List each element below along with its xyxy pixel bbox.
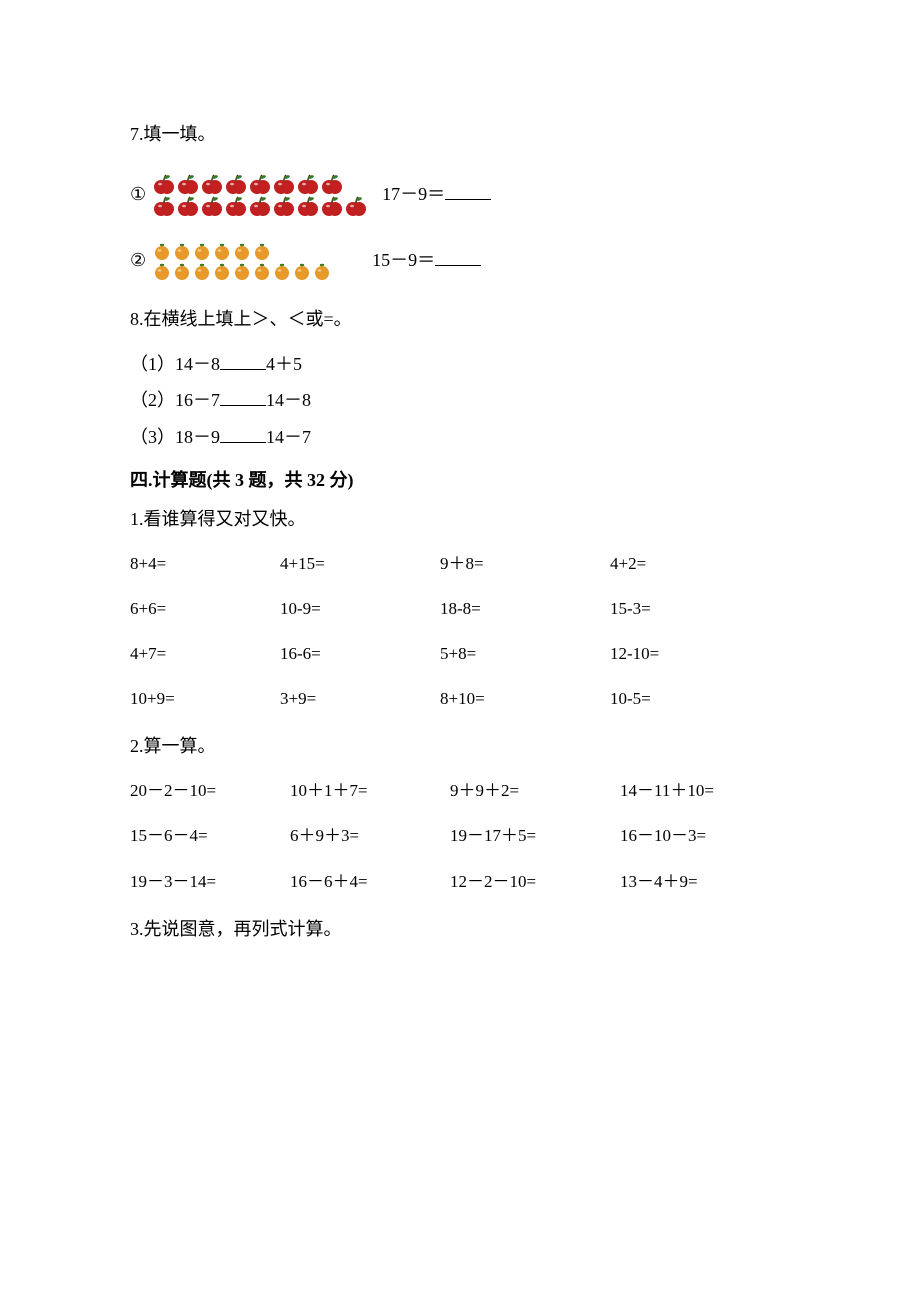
calc-cell: 10＋1＋7= [290,777,450,804]
blank [220,424,266,443]
fruit-row [152,241,332,261]
orange-icon [252,261,272,281]
calc-cell: 20－2－10= [130,777,290,804]
orange-icon [292,261,312,281]
calc-cell: 9＋8= [440,550,610,577]
fruit-row [152,173,368,195]
orange-icon [152,261,172,281]
apple-icon [152,173,176,195]
q8-items: （1）14－84＋5 （2）16－714－8 （3）18－914－7 [130,350,790,452]
orange-icon [272,261,292,281]
calc-cell: 4+15= [280,550,440,577]
apple-icon [272,173,296,195]
q7-item2-expr: 15－9＝ [372,246,481,275]
calc-cell: 8+4= [130,550,280,577]
worksheet-page: 7.填一填。 ① [0,0,920,1019]
sec4-q1-title: 1.看谁算得又对又快。 [130,505,790,534]
calc-cell: 6+6= [130,595,280,622]
apple-icon [296,195,320,217]
orange-icon [312,261,332,281]
section4-head: 四.计算题(共 3 题，共 32 分) [130,466,790,495]
calc-cell: 16－10－3= [620,822,790,849]
calc-cell: 10+9= [130,685,280,712]
q8-subitem: （1）14－84＋5 [130,350,790,379]
q7-item2-marker: ② [130,246,146,275]
calc-cell: 14－11＋10= [620,777,790,804]
apple-icon [296,173,320,195]
calc-cell: 10-9= [280,595,440,622]
sec4-q3-title: 3.先说图意，再列式计算。 [130,915,790,944]
calc-cell: 4+7= [130,640,280,667]
sec4-q2-grid: 20－2－10=10＋1＋7=9＋9＋2=14－11＋10= 15－6－4=6＋9… [130,777,790,895]
q7-item-1: ① [130,173,790,217]
q8-subitem: （3）18－914－7 [130,423,790,452]
apple-icon [176,173,200,195]
orange-icon [172,241,192,261]
calc-cell: 16－6＋4= [290,868,450,895]
blank [435,247,481,266]
calc-cell: 4+2= [610,550,760,577]
q7-item1-marker: ① [130,180,146,209]
apple-icon [224,195,248,217]
orange-icon [192,241,212,261]
orange-icon [232,241,252,261]
apple-icon [248,195,272,217]
apple-icon [152,195,176,217]
apple-icon [176,195,200,217]
apple-grid [152,173,368,217]
apple-icon [224,173,248,195]
apple-icon [200,173,224,195]
q7-item1-expr: 17－9＝ [382,180,491,209]
calc-cell: 19－17＋5= [450,822,620,849]
q8-title: 8.在横线上填上＞、＜或=。 [130,305,790,334]
q7-item2-expr-text: 15－9＝ [372,250,435,270]
q7-title: 7.填一填。 [130,120,790,149]
orange-icon [212,261,232,281]
calc-cell: 16-6= [280,640,440,667]
orange-icon [192,261,212,281]
apple-icon [320,173,344,195]
orange-icon [152,241,172,261]
q7-item1-expr-text: 17－9＝ [382,184,445,204]
q7-item-2: ② [130,241,790,281]
blank [220,387,266,406]
blank [445,181,491,200]
orange-icon [172,261,192,281]
fruit-row [152,195,368,217]
calc-cell: 10-5= [610,685,760,712]
orange-icon [212,241,232,261]
apple-icon [344,195,368,217]
calc-cell: 9＋9＋2= [450,777,620,804]
orange-icon [232,261,252,281]
q8-subitem: （2）16－714－8 [130,386,790,415]
calc-cell: 12－2－10= [450,868,620,895]
calc-cell: 18-8= [440,595,610,622]
calc-cell: 15－6－4= [130,822,290,849]
calc-cell: 8+10= [440,685,610,712]
orange-icon [252,241,272,261]
fruit-row [152,261,332,281]
calc-cell: 6＋9＋3= [290,822,450,849]
calc-cell: 3+9= [280,685,440,712]
sec4-q2-title: 2.算一算。 [130,732,790,761]
apple-icon [272,195,296,217]
calc-cell: 19－3－14= [130,868,290,895]
calc-cell: 13－4＋9= [620,868,790,895]
orange-grid [152,241,332,281]
calc-cell: 12-10= [610,640,760,667]
apple-icon [248,173,272,195]
blank [220,351,266,370]
calc-cell: 5+8= [440,640,610,667]
calc-cell: 15-3= [610,595,760,622]
apple-icon [320,195,344,217]
sec4-q1-grid: 8+4=4+15=9＋8=4+2= 6+6=10-9=18-8=15-3= 4+7=… [130,550,790,713]
apple-icon [200,195,224,217]
